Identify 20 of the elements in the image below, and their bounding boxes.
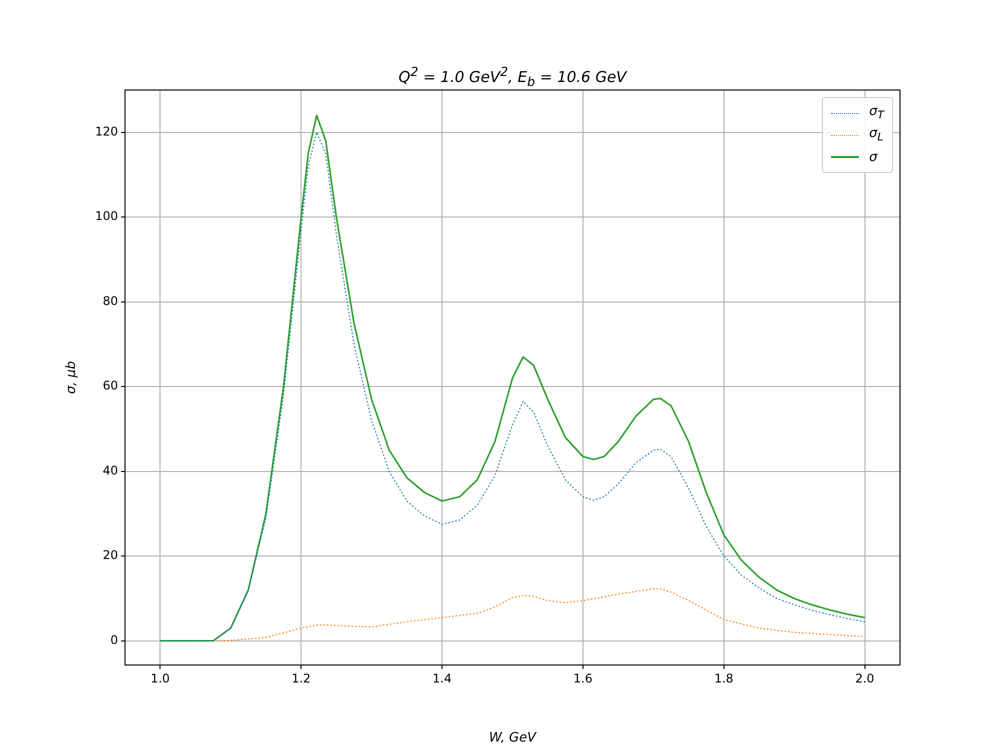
x-tick-label: 1.2 <box>292 671 311 686</box>
y-tick-label: 20 <box>102 548 118 562</box>
legend-label: σ <box>869 150 878 164</box>
x-axis-title: W, GeV <box>488 730 538 746</box>
x-tick-label: 2.0 <box>855 671 874 686</box>
y-axis-title: σ, μb <box>64 360 80 394</box>
x-tick-label: 1.8 <box>714 671 734 686</box>
x-tick-label: 1.4 <box>432 671 452 686</box>
legend-label: σ$_{L}$ <box>869 126 884 144</box>
line-series <box>212 588 866 642</box>
y-tick-label: 40 <box>102 463 118 478</box>
y-tick-label: 60 <box>102 378 118 393</box>
chart-title: Q$^{2}$ = 1.0 GeV$^{2}$, E$_{b}$ = 10.6 GeV <box>398 64 628 89</box>
x-tick-label: 1.0 <box>150 671 170 686</box>
y-tick-label: 100 <box>95 209 118 224</box>
legend-label: σ$_{T}$ <box>869 104 884 122</box>
y-tick-label: 0 <box>110 632 118 647</box>
x-tick-label: 1.6 <box>573 671 592 686</box>
y-tick-label: 80 <box>102 294 118 308</box>
y-tick-label: 120 <box>95 124 118 138</box>
